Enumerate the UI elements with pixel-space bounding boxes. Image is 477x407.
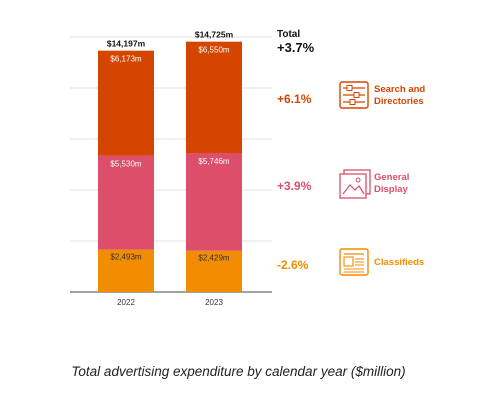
data-label: $5,746m <box>198 157 229 166</box>
icon-frame <box>339 173 367 199</box>
search-directories-icon <box>339 81 369 109</box>
change-label: +3.9% <box>277 179 312 193</box>
icon-frame <box>339 81 369 109</box>
data-label: $6,173m <box>110 55 141 64</box>
data-label: $2,429m <box>198 254 229 263</box>
icon-mountain <box>342 184 365 195</box>
image-display-icon <box>339 169 371 199</box>
legend-label: Display <box>374 184 409 195</box>
icon-frame <box>339 248 369 276</box>
x-tick-label: 2023 <box>205 298 223 307</box>
newspaper-icon <box>339 248 369 276</box>
x-tick-label: 2022 <box>117 298 135 307</box>
bar-segment <box>186 250 242 292</box>
legend-label: General <box>374 172 409 183</box>
total-change-title: Total <box>277 29 300 40</box>
bar-segment <box>98 155 154 250</box>
change-label: +6.1% <box>277 92 312 106</box>
bar-segment <box>186 41 242 154</box>
chart-caption: Total advertising expenditure by calenda… <box>71 364 406 379</box>
change-label: -2.6% <box>277 258 309 272</box>
icon-box <box>343 256 354 267</box>
legend-label: Directories <box>374 96 424 107</box>
data-label: $2,493m <box>110 253 141 262</box>
total-label: $14,725m <box>195 30 234 40</box>
icon-knob <box>349 99 356 105</box>
legend-label: Classifieds <box>374 257 424 268</box>
bar-segment <box>98 249 154 292</box>
bar-segment <box>186 153 242 251</box>
bar-segment <box>98 50 154 156</box>
icon-knob <box>346 85 353 91</box>
icon-sun <box>355 177 361 183</box>
legend-label: Search and <box>374 84 425 95</box>
icon-knob <box>353 92 360 98</box>
data-label: $6,550m <box>198 46 229 55</box>
data-label: $5,530m <box>110 160 141 169</box>
total-change-value: +3.7% <box>277 40 315 55</box>
total-label: $14,197m <box>107 39 146 49</box>
